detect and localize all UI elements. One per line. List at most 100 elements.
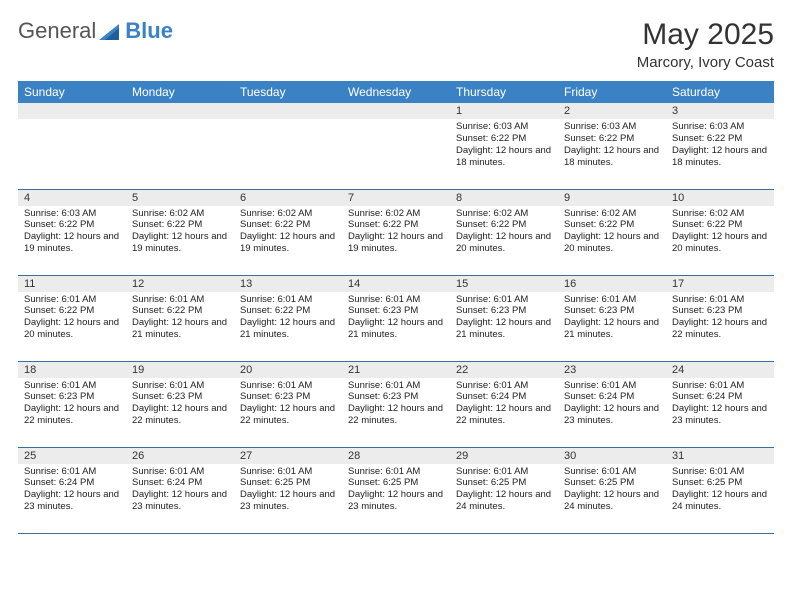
calendar-cell: 3Sunrise: 6:03 AMSunset: 6:22 PMDaylight… xyxy=(666,103,774,189)
calendar-table: Sunday Monday Tuesday Wednesday Thursday… xyxy=(18,81,774,534)
day-details: Sunrise: 6:01 AMSunset: 6:23 PMDaylight:… xyxy=(558,292,666,346)
calendar-cell: 16Sunrise: 6:01 AMSunset: 6:23 PMDayligh… xyxy=(558,275,666,361)
day-details: Sunrise: 6:01 AMSunset: 6:25 PMDaylight:… xyxy=(342,464,450,518)
day-number: 7 xyxy=(342,190,450,206)
day-number: 21 xyxy=(342,362,450,378)
day-details: Sunrise: 6:03 AMSunset: 6:22 PMDaylight:… xyxy=(558,119,666,173)
day-details: Sunrise: 6:03 AMSunset: 6:22 PMDaylight:… xyxy=(18,206,126,260)
day-details: Sunrise: 6:02 AMSunset: 6:22 PMDaylight:… xyxy=(666,206,774,260)
brand-text-blue: Blue xyxy=(125,18,173,44)
weekday-header: Thursday xyxy=(450,81,558,103)
calendar-cell xyxy=(126,103,234,189)
empty-day xyxy=(342,103,450,119)
calendar-cell: 1Sunrise: 6:03 AMSunset: 6:22 PMDaylight… xyxy=(450,103,558,189)
day-details: Sunrise: 6:03 AMSunset: 6:22 PMDaylight:… xyxy=(450,119,558,173)
calendar-cell xyxy=(18,103,126,189)
day-number: 16 xyxy=(558,276,666,292)
day-details: Sunrise: 6:01 AMSunset: 6:22 PMDaylight:… xyxy=(18,292,126,346)
day-number: 28 xyxy=(342,448,450,464)
day-number: 31 xyxy=(666,448,774,464)
day-number: 9 xyxy=(558,190,666,206)
weekday-header: Saturday xyxy=(666,81,774,103)
day-number: 12 xyxy=(126,276,234,292)
day-number: 2 xyxy=(558,103,666,119)
day-details: Sunrise: 6:01 AMSunset: 6:23 PMDaylight:… xyxy=(342,378,450,432)
day-number: 26 xyxy=(126,448,234,464)
calendar-cell: 27Sunrise: 6:01 AMSunset: 6:25 PMDayligh… xyxy=(234,447,342,533)
day-number: 13 xyxy=(234,276,342,292)
day-details: Sunrise: 6:01 AMSunset: 6:23 PMDaylight:… xyxy=(342,292,450,346)
day-details: Sunrise: 6:01 AMSunset: 6:25 PMDaylight:… xyxy=(558,464,666,518)
day-number: 24 xyxy=(666,362,774,378)
day-number: 14 xyxy=(342,276,450,292)
calendar-cell: 31Sunrise: 6:01 AMSunset: 6:25 PMDayligh… xyxy=(666,447,774,533)
calendar-cell: 10Sunrise: 6:02 AMSunset: 6:22 PMDayligh… xyxy=(666,189,774,275)
day-details: Sunrise: 6:02 AMSunset: 6:22 PMDaylight:… xyxy=(234,206,342,260)
day-number: 10 xyxy=(666,190,774,206)
calendar-cell: 17Sunrise: 6:01 AMSunset: 6:23 PMDayligh… xyxy=(666,275,774,361)
sail-icon xyxy=(99,22,123,40)
weekday-header: Wednesday xyxy=(342,81,450,103)
day-details: Sunrise: 6:01 AMSunset: 6:24 PMDaylight:… xyxy=(666,378,774,432)
calendar-cell xyxy=(234,103,342,189)
page-header: General Blue May 2025 Marcory, Ivory Coa… xyxy=(18,18,774,71)
calendar-cell xyxy=(342,103,450,189)
calendar-cell: 12Sunrise: 6:01 AMSunset: 6:22 PMDayligh… xyxy=(126,275,234,361)
calendar-cell: 23Sunrise: 6:01 AMSunset: 6:24 PMDayligh… xyxy=(558,361,666,447)
calendar-cell: 29Sunrise: 6:01 AMSunset: 6:25 PMDayligh… xyxy=(450,447,558,533)
calendar-cell: 7Sunrise: 6:02 AMSunset: 6:22 PMDaylight… xyxy=(342,189,450,275)
day-details: Sunrise: 6:01 AMSunset: 6:25 PMDaylight:… xyxy=(666,464,774,518)
day-number: 6 xyxy=(234,190,342,206)
calendar-cell: 22Sunrise: 6:01 AMSunset: 6:24 PMDayligh… xyxy=(450,361,558,447)
day-number: 11 xyxy=(18,276,126,292)
day-number: 27 xyxy=(234,448,342,464)
calendar-row: 25Sunrise: 6:01 AMSunset: 6:24 PMDayligh… xyxy=(18,447,774,533)
calendar-cell: 2Sunrise: 6:03 AMSunset: 6:22 PMDaylight… xyxy=(558,103,666,189)
calendar-cell: 26Sunrise: 6:01 AMSunset: 6:24 PMDayligh… xyxy=(126,447,234,533)
day-details: Sunrise: 6:01 AMSunset: 6:23 PMDaylight:… xyxy=(234,378,342,432)
day-details: Sunrise: 6:01 AMSunset: 6:24 PMDaylight:… xyxy=(558,378,666,432)
calendar-cell: 18Sunrise: 6:01 AMSunset: 6:23 PMDayligh… xyxy=(18,361,126,447)
day-details: Sunrise: 6:01 AMSunset: 6:24 PMDaylight:… xyxy=(450,378,558,432)
calendar-cell: 19Sunrise: 6:01 AMSunset: 6:23 PMDayligh… xyxy=(126,361,234,447)
calendar-cell: 8Sunrise: 6:02 AMSunset: 6:22 PMDaylight… xyxy=(450,189,558,275)
day-details: Sunrise: 6:01 AMSunset: 6:25 PMDaylight:… xyxy=(234,464,342,518)
calendar-cell: 9Sunrise: 6:02 AMSunset: 6:22 PMDaylight… xyxy=(558,189,666,275)
title-block: May 2025 Marcory, Ivory Coast xyxy=(637,18,774,71)
day-details: Sunrise: 6:01 AMSunset: 6:23 PMDaylight:… xyxy=(450,292,558,346)
calendar-cell: 15Sunrise: 6:01 AMSunset: 6:23 PMDayligh… xyxy=(450,275,558,361)
day-details: Sunrise: 6:01 AMSunset: 6:24 PMDaylight:… xyxy=(126,464,234,518)
day-details: Sunrise: 6:01 AMSunset: 6:22 PMDaylight:… xyxy=(234,292,342,346)
calendar-cell: 14Sunrise: 6:01 AMSunset: 6:23 PMDayligh… xyxy=(342,275,450,361)
calendar-cell: 21Sunrise: 6:01 AMSunset: 6:23 PMDayligh… xyxy=(342,361,450,447)
day-number: 29 xyxy=(450,448,558,464)
weekday-header: Sunday xyxy=(18,81,126,103)
day-details: Sunrise: 6:01 AMSunset: 6:23 PMDaylight:… xyxy=(126,378,234,432)
weekday-header: Monday xyxy=(126,81,234,103)
weekday-header: Friday xyxy=(558,81,666,103)
day-number: 19 xyxy=(126,362,234,378)
empty-day xyxy=(18,103,126,119)
calendar-cell: 24Sunrise: 6:01 AMSunset: 6:24 PMDayligh… xyxy=(666,361,774,447)
weekday-header: Tuesday xyxy=(234,81,342,103)
calendar-cell: 4Sunrise: 6:03 AMSunset: 6:22 PMDaylight… xyxy=(18,189,126,275)
day-number: 30 xyxy=(558,448,666,464)
calendar-row: 1Sunrise: 6:03 AMSunset: 6:22 PMDaylight… xyxy=(18,103,774,189)
day-number: 23 xyxy=(558,362,666,378)
weekday-header-row: Sunday Monday Tuesday Wednesday Thursday… xyxy=(18,81,774,103)
day-details: Sunrise: 6:01 AMSunset: 6:23 PMDaylight:… xyxy=(666,292,774,346)
brand-text-general: General xyxy=(18,18,96,44)
calendar-cell: 11Sunrise: 6:01 AMSunset: 6:22 PMDayligh… xyxy=(18,275,126,361)
day-details: Sunrise: 6:02 AMSunset: 6:22 PMDaylight:… xyxy=(558,206,666,260)
calendar-cell: 6Sunrise: 6:02 AMSunset: 6:22 PMDaylight… xyxy=(234,189,342,275)
calendar-cell: 5Sunrise: 6:02 AMSunset: 6:22 PMDaylight… xyxy=(126,189,234,275)
day-details: Sunrise: 6:01 AMSunset: 6:22 PMDaylight:… xyxy=(126,292,234,346)
day-details: Sunrise: 6:01 AMSunset: 6:23 PMDaylight:… xyxy=(18,378,126,432)
day-details: Sunrise: 6:02 AMSunset: 6:22 PMDaylight:… xyxy=(450,206,558,260)
calendar-cell: 28Sunrise: 6:01 AMSunset: 6:25 PMDayligh… xyxy=(342,447,450,533)
day-number: 17 xyxy=(666,276,774,292)
day-number: 20 xyxy=(234,362,342,378)
calendar-cell: 30Sunrise: 6:01 AMSunset: 6:25 PMDayligh… xyxy=(558,447,666,533)
day-number: 3 xyxy=(666,103,774,119)
calendar-cell: 13Sunrise: 6:01 AMSunset: 6:22 PMDayligh… xyxy=(234,275,342,361)
